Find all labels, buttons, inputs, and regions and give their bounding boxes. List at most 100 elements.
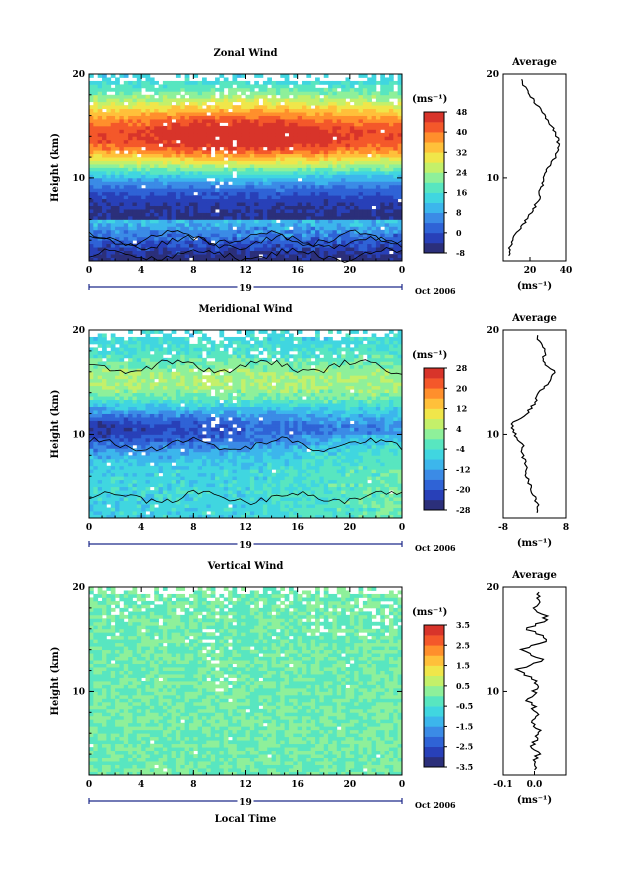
heatmap-cell bbox=[380, 209, 386, 213]
heatmap-cell bbox=[215, 219, 220, 224]
heatmap-cell bbox=[202, 94, 207, 99]
heatmap-cell bbox=[145, 153, 151, 158]
heatmap-cell bbox=[323, 98, 329, 103]
heatmap-cell bbox=[315, 157, 320, 161]
heatmap-cell bbox=[89, 191, 94, 196]
heatmap-cell bbox=[236, 153, 242, 158]
heatmap-cell bbox=[197, 160, 203, 165]
heatmap-cell bbox=[375, 115, 381, 120]
heatmap-cell bbox=[93, 437, 99, 442]
heatmap-cell bbox=[202, 80, 207, 85]
heatmap-cell bbox=[319, 247, 325, 252]
heatmap-cell bbox=[128, 198, 133, 203]
heatmap-cell bbox=[375, 202, 381, 206]
heatmap-cell bbox=[136, 222, 142, 227]
heatmap-cell bbox=[158, 87, 164, 92]
heatmap-cell bbox=[293, 125, 299, 130]
heatmap-cell bbox=[136, 129, 142, 134]
heatmap-cell bbox=[115, 122, 120, 127]
heatmap-cell bbox=[93, 164, 99, 168]
heatmap-cell bbox=[132, 132, 138, 137]
heatmap-cell bbox=[358, 150, 364, 155]
heatmap-cell bbox=[354, 136, 359, 141]
heatmap-cell bbox=[115, 157, 120, 161]
heatmap-cell bbox=[258, 181, 264, 186]
heatmap-cell bbox=[228, 205, 233, 210]
heatmap-zonal bbox=[89, 74, 403, 262]
heatmap-cell bbox=[193, 119, 199, 123]
heatmap-cell bbox=[258, 115, 264, 120]
heatmap-cell bbox=[93, 84, 99, 89]
heatmap-cell bbox=[145, 378, 151, 383]
heatmap-cell bbox=[310, 150, 316, 155]
heatmap-cell bbox=[232, 112, 238, 116]
heatmap-cell bbox=[249, 247, 255, 252]
heatmap-cell bbox=[128, 483, 133, 488]
heatmap-cell bbox=[145, 479, 151, 484]
heatmap-cell bbox=[158, 389, 164, 394]
heatmap-cell bbox=[89, 257, 94, 262]
heatmap-cell bbox=[132, 229, 138, 234]
heatmap-cell bbox=[136, 483, 142, 488]
heatmap-cell bbox=[97, 343, 103, 348]
heatmap-cell bbox=[284, 74, 290, 78]
heatmap-cell bbox=[315, 257, 320, 262]
heatmap-cell bbox=[97, 479, 103, 484]
heatmap-cell bbox=[188, 129, 194, 134]
heatmap-cell bbox=[202, 91, 207, 96]
heatmap-cell bbox=[110, 336, 116, 341]
heatmap-cell bbox=[271, 122, 277, 127]
heatmap-cell bbox=[275, 91, 281, 96]
heatmap-cell bbox=[167, 209, 172, 213]
heatmap-cell bbox=[145, 212, 151, 217]
heatmap-cell bbox=[293, 136, 299, 141]
heatmap-cell bbox=[215, 212, 220, 217]
heatmap-cell bbox=[89, 458, 94, 463]
heatmap-cell bbox=[380, 98, 386, 103]
heatmap-cell bbox=[362, 143, 368, 148]
heatmap-cell bbox=[254, 212, 259, 217]
heatmap-cell bbox=[162, 115, 168, 120]
heatmap-cell bbox=[228, 143, 233, 148]
heatmap-cell bbox=[297, 247, 303, 252]
heatmap-cell bbox=[132, 500, 138, 505]
heatmap-cell bbox=[97, 212, 103, 217]
heatmap-cell bbox=[323, 101, 329, 106]
heatmap-cell bbox=[141, 413, 146, 418]
colorbar-segment bbox=[424, 172, 444, 183]
heatmap-cell bbox=[245, 257, 251, 262]
heatmap-cell bbox=[110, 94, 116, 99]
heatmap-cell bbox=[228, 139, 233, 144]
heatmap-cell bbox=[215, 181, 220, 186]
heatmap-cell bbox=[302, 177, 307, 182]
heatmap-cell bbox=[245, 153, 251, 158]
heatmap-cell bbox=[284, 167, 290, 172]
heatmap-cell bbox=[93, 233, 99, 238]
heatmap-cell bbox=[119, 229, 125, 234]
heatmap-cell bbox=[119, 105, 125, 110]
heatmap-cell bbox=[354, 170, 359, 175]
heatmap-cell bbox=[115, 441, 120, 446]
heatmap-cell bbox=[206, 219, 212, 224]
heatmap-cell bbox=[89, 184, 94, 189]
heatmap-cell bbox=[141, 212, 146, 217]
heatmap-cell bbox=[141, 74, 146, 78]
heatmap-cell bbox=[119, 364, 125, 369]
heatmap-cell bbox=[188, 150, 194, 155]
heatmap-cell bbox=[162, 84, 168, 89]
heatmap-cell bbox=[328, 184, 333, 189]
heatmap-cell bbox=[319, 174, 325, 179]
colorbar-segment bbox=[424, 232, 444, 244]
heatmap-cell bbox=[110, 451, 116, 456]
heatmap-cell bbox=[171, 112, 177, 116]
heatmap-cell bbox=[89, 229, 94, 234]
heatmap-cell bbox=[371, 188, 377, 193]
heatmap-cell bbox=[123, 476, 129, 481]
heatmap-cell bbox=[388, 254, 394, 258]
heatmap-cell bbox=[106, 385, 112, 390]
heatmap-cell bbox=[258, 202, 264, 206]
heatmap-cell bbox=[319, 240, 325, 245]
heatmap-cell bbox=[371, 94, 377, 99]
heatmap-cell bbox=[328, 209, 333, 213]
heatmap-cell bbox=[162, 125, 168, 130]
